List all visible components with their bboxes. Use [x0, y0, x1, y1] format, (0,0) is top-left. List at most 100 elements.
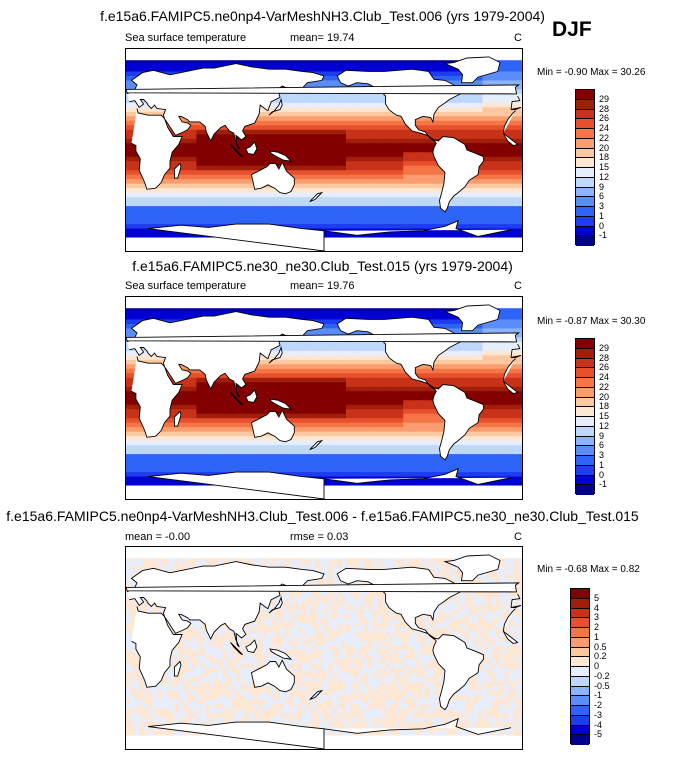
field-cell [451, 314, 457, 320]
field-cell [253, 197, 259, 203]
field-cell [222, 134, 228, 140]
field-cell [178, 174, 184, 180]
field-cell [148, 305, 153, 311]
field-cell [174, 210, 180, 216]
field-cell [275, 102, 281, 108]
field-cell [183, 170, 188, 176]
field-cell [152, 201, 158, 207]
field-cell [482, 111, 488, 117]
field-cell [429, 201, 435, 207]
field-cell [403, 224, 408, 229]
field-cell [209, 188, 215, 194]
field-cell [324, 224, 329, 229]
field-cell [469, 147, 474, 153]
field-cell [200, 152, 206, 158]
field-cell [359, 120, 364, 126]
field-cell [478, 120, 483, 126]
field-cell [495, 165, 501, 171]
field-cell [275, 310, 281, 316]
field-cell [244, 206, 250, 211]
field-cell [214, 156, 219, 162]
field-cell [324, 161, 329, 167]
field-cell [214, 62, 219, 68]
field-cell [253, 152, 259, 158]
field-cell [434, 219, 439, 225]
field-cell [451, 215, 457, 220]
field-cell [284, 102, 290, 108]
field-cell [354, 147, 360, 153]
field-cell [306, 210, 312, 216]
field-cell [152, 233, 158, 238]
field-cell [346, 152, 351, 158]
field-cell [196, 215, 202, 220]
field-cell [517, 89, 522, 95]
field-cell [200, 179, 206, 185]
field-cell [368, 129, 373, 135]
field-cell [231, 206, 237, 211]
field-cell [284, 62, 290, 68]
field-cell [332, 224, 338, 229]
field-cell [478, 323, 483, 329]
field-cell [275, 156, 281, 162]
field-cell [134, 210, 140, 216]
field-cell [310, 143, 316, 149]
field-cell [297, 93, 303, 99]
field-cell [438, 233, 444, 238]
field-cell [266, 201, 272, 207]
field-cell [306, 165, 312, 171]
field-cell [297, 129, 303, 135]
field-cell [456, 319, 461, 325]
field-cell [240, 206, 246, 211]
field-cell [126, 174, 131, 180]
field-cell [398, 57, 404, 63]
field-cell [275, 120, 281, 126]
field-cell [337, 98, 342, 104]
field-cell [332, 170, 338, 176]
field-cell [376, 192, 382, 198]
field-cell [438, 57, 444, 63]
field-cell [178, 116, 184, 122]
continent-new-zealand [309, 191, 324, 203]
field-cell [469, 116, 474, 122]
field-cell [183, 147, 188, 153]
field-cell [508, 188, 514, 194]
field-cell [266, 129, 272, 135]
field-cell [469, 201, 474, 207]
field-cell [460, 188, 466, 194]
field-cell [227, 201, 232, 207]
field-cell [306, 215, 312, 220]
field-cell [293, 305, 298, 311]
continent-japan [268, 97, 283, 116]
field-cell [205, 183, 210, 189]
field-cell [412, 210, 417, 216]
field-cell [196, 57, 202, 63]
field-cell [363, 57, 369, 63]
field-cell [359, 66, 364, 72]
field-cell [328, 233, 334, 238]
field-cell [174, 147, 180, 153]
field-cell [165, 310, 171, 316]
field-cell [385, 134, 391, 140]
field-cell [315, 219, 320, 225]
field-cell [214, 143, 219, 149]
field-cell [297, 215, 303, 220]
field-cell [134, 174, 140, 180]
field-cell [337, 62, 342, 68]
field-cell [464, 197, 470, 203]
field-cell [332, 57, 338, 63]
field-cell [297, 102, 303, 108]
field-cell [258, 147, 263, 153]
field-cell [306, 305, 312, 311]
field-cell [249, 210, 254, 216]
field-cell [126, 305, 131, 311]
field-cell [332, 197, 338, 203]
field-cell [275, 143, 281, 149]
field-cell [236, 170, 241, 176]
field-cell [174, 66, 180, 72]
field-cell [227, 192, 232, 198]
field-cell [187, 143, 193, 149]
field-cell [368, 165, 373, 171]
field-cell [183, 165, 188, 171]
field-cell [200, 188, 206, 194]
field-cell [310, 305, 316, 311]
